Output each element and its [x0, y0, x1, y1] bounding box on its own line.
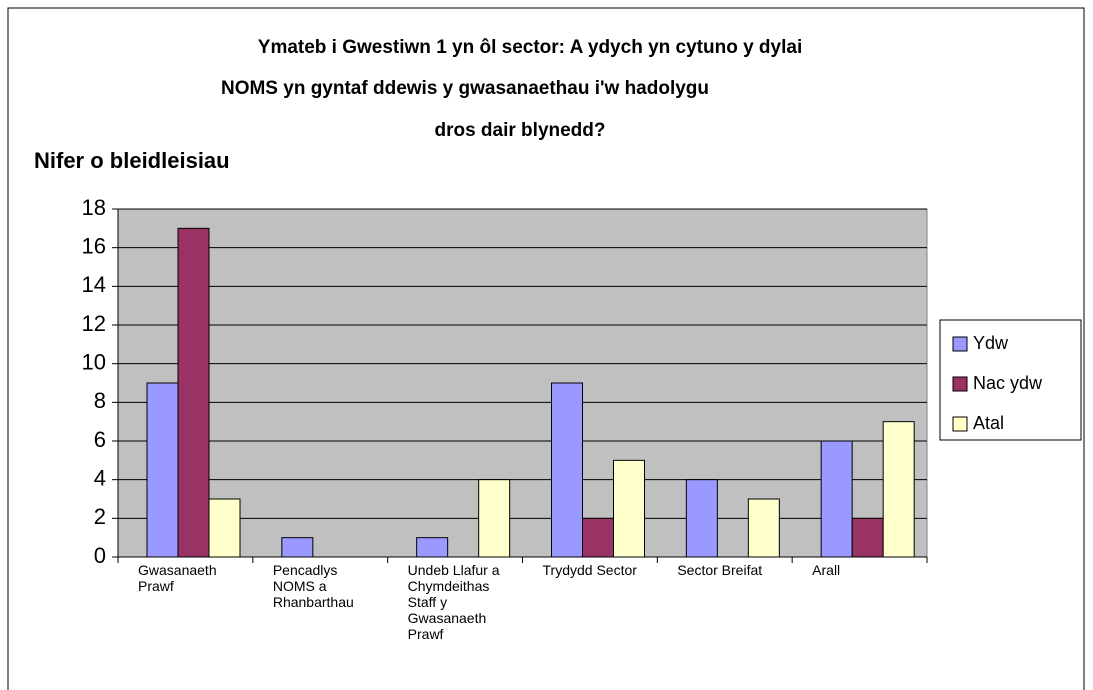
y-tick-label: 0 [94, 543, 106, 568]
y-tick-label: 18 [82, 195, 106, 220]
y-tick-label: 8 [94, 388, 106, 413]
x-tick-label: Gwasanaeth Prawf [138, 562, 217, 594]
y-tick-label: 12 [82, 311, 106, 336]
legend-label: Atal [973, 413, 1004, 433]
bar [747, 498, 780, 558]
bar [851, 517, 884, 558]
bar [551, 382, 583, 558]
y-tick-label: 14 [82, 272, 106, 297]
bar [820, 440, 853, 558]
bar [882, 421, 915, 558]
x-tick-label: Pencadlys NOMS a Rhanbarthau [272, 562, 354, 610]
legend-swatch [952, 376, 968, 392]
plot-area [117, 208, 928, 558]
x-tick-label: Undeb Llafur a Chymdeithas Staff y Gwasa… [407, 562, 500, 642]
chart-title: NOMS yn gyntaf ddewis y gwasanaethau i'w… [221, 78, 709, 99]
bar [177, 227, 210, 558]
legend-swatch [952, 336, 968, 352]
bar [685, 479, 718, 558]
legend-swatch [952, 416, 968, 432]
bar [478, 479, 511, 558]
legend-label: Nac ydw [973, 373, 1043, 393]
x-tick-label: Sector Breifat [677, 562, 763, 578]
y-tick-label: 4 [94, 465, 106, 490]
bar [582, 517, 614, 558]
x-tick-label: Trydydd Sector [542, 562, 637, 578]
y-axis-label: Nifer o bleidleisiau [34, 148, 230, 173]
chart-title: dros dair blynedd? [434, 120, 605, 141]
y-tick-label: 16 [82, 233, 106, 258]
y-tick-label: 6 [94, 427, 106, 452]
y-tick-label: 10 [82, 349, 106, 374]
y-tick-label: 2 [94, 504, 106, 529]
bar [416, 537, 449, 558]
x-tick-label: Arall [812, 562, 841, 578]
bar [146, 382, 179, 558]
bar [613, 459, 645, 558]
frame [7, 7, 1085, 690]
chart-title: Ymateb i Gwestiwn 1 yn ôl sector: A ydyc… [258, 37, 802, 58]
bar [281, 537, 314, 558]
legend-label: Ydw [973, 333, 1009, 353]
bar [208, 498, 241, 558]
